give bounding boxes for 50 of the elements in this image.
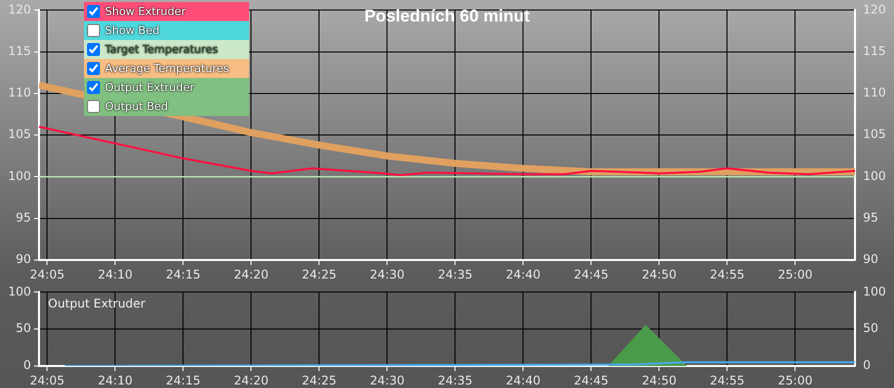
x-tick-label: 24:10 (98, 373, 132, 388)
y-tick-label: 110 (8, 86, 31, 100)
x-tick-label: 25:00 (778, 373, 812, 388)
y2-tick-label: 110 (863, 86, 886, 100)
annotation: Output Bed (105, 100, 168, 113)
x-tick-label: 24:40 (506, 267, 540, 282)
y-tick-label: 100 (8, 168, 31, 183)
annotation: Show Bed (105, 24, 160, 37)
x-tick-label: 24:15 (166, 373, 200, 388)
y-tick-label: 115 (8, 44, 31, 58)
y2-tick-label: 0 (863, 358, 871, 372)
x-tick-label: 24:45 (574, 267, 608, 282)
y2-tick-label: 90 (863, 252, 878, 266)
y2-tick-label: 50 (863, 321, 878, 336)
y-tick-label: 50 (16, 321, 31, 336)
y-tick-label: 95 (16, 210, 31, 224)
y-tick-label: 100 (8, 284, 31, 298)
x-tick-label: 24:05 (30, 267, 64, 282)
annotation: Target Temperatures (105, 43, 218, 56)
x-tick-label: 24:45 (574, 373, 608, 388)
x-tick-label: 24:35 (438, 267, 472, 282)
y2-tick-label: 100 (863, 284, 886, 298)
y-tick-label: 105 (8, 127, 31, 142)
y2-tick-label: 100 (863, 168, 886, 183)
y2-tick-label: 105 (863, 127, 886, 142)
x-tick-label: 24:55 (710, 267, 744, 282)
x-tick-label: 24:20 (234, 267, 268, 282)
x-tick-label: 24:50 (642, 373, 676, 388)
annotation: Show Extruder (105, 5, 186, 18)
x-tick-label: 25:00 (778, 267, 812, 282)
x-tick-label: 24:25 (302, 267, 336, 282)
y-tick-label: 0 (23, 358, 31, 372)
x-tick-label: 24:40 (506, 373, 540, 388)
x-tick-label: 24:15 (166, 267, 200, 282)
y2-tick-label: 95 (863, 210, 878, 224)
x-tick-label: 24:05 (30, 373, 64, 388)
x-tick-label: 24:30 (370, 373, 404, 388)
x-tick-label: 24:50 (642, 267, 676, 282)
x-tick-label: 24:10 (98, 267, 132, 282)
y-tick-label: 120 (8, 2, 31, 16)
x-tick-label: 24:25 (302, 373, 336, 388)
x-tick-label: 24:20 (234, 373, 268, 388)
x-tick-label: 24:35 (438, 373, 472, 388)
y-tick-label: 90 (16, 252, 31, 266)
x-tick-label: 24:55 (710, 373, 744, 388)
annotation: Output Extruder (105, 81, 194, 94)
y2-tick-label: 120 (863, 2, 886, 16)
y2-tick-label: 115 (863, 44, 886, 58)
x-tick-label: 24:30 (370, 267, 404, 282)
annotation: Average Temperatures (105, 62, 230, 75)
